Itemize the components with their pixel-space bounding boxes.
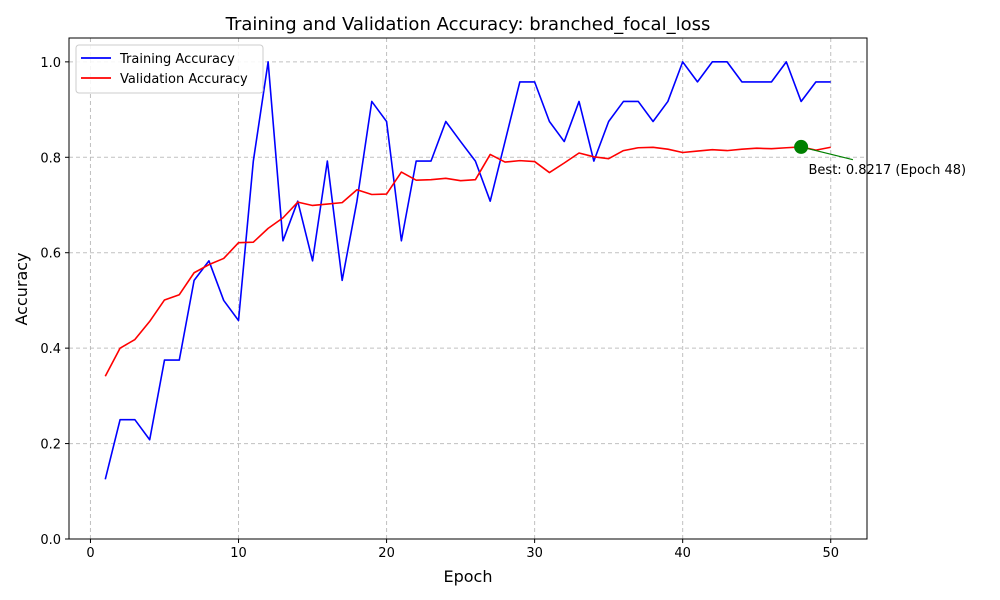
x-tick-label: 20 xyxy=(378,546,395,561)
annotation-arrow xyxy=(800,146,854,161)
annotation-label: Best: 0.8217 (Epoch 48) xyxy=(809,163,967,178)
y-tick-label: 0.8 xyxy=(40,151,61,166)
x-tick-label: 0 xyxy=(86,546,94,561)
series-lines xyxy=(104,61,831,480)
axis-ticks: 0 10 20 30 40 50 0.0 0.2 0.4 0.6 0.8 1.0 xyxy=(40,56,839,561)
x-tick-label: 40 xyxy=(674,546,691,561)
y-tick-label: 0.4 xyxy=(40,342,61,357)
y-tick-label: 1.0 xyxy=(40,56,61,71)
plot-frame xyxy=(68,37,868,540)
chart-title: Training and Validation Accuracy: branch… xyxy=(225,14,711,35)
x-tick-label: 10 xyxy=(230,546,247,561)
best-annotation: Best: 0.8217 (Epoch 48) xyxy=(794,139,967,178)
y-axis-label: Accuracy xyxy=(12,252,31,325)
series-line-validation xyxy=(104,146,831,377)
y-tick-label: 0.6 xyxy=(40,247,61,262)
legend: Training Accuracy Validation Accuracy xyxy=(75,44,264,94)
series-line-training xyxy=(104,61,831,480)
y-tick-label: 0.2 xyxy=(40,438,61,453)
x-tick-label: 30 xyxy=(526,546,543,561)
legend-label: Training Accuracy xyxy=(119,52,235,67)
legend-box xyxy=(75,44,264,94)
best-point-marker xyxy=(794,139,809,154)
x-axis-label: Epoch xyxy=(444,567,493,586)
y-tick-label: 0.0 xyxy=(40,533,61,548)
legend-label: Validation Accuracy xyxy=(120,72,248,87)
x-tick-label: 50 xyxy=(822,546,839,561)
